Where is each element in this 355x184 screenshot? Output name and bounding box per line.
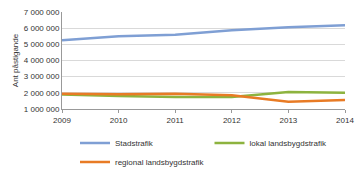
svg-text:regional landsbygdstrafik: regional landsbygdstrafik [115,158,204,167]
svg-text:4 000 000: 4 000 000 [24,56,60,65]
svg-text:2009: 2009 [53,116,71,125]
svg-text:3 000 000: 3 000 000 [24,72,60,81]
svg-text:2010: 2010 [110,116,128,125]
svg-text:7 000 000: 7 000 000 [24,8,60,17]
svg-text:2013: 2013 [280,116,298,125]
svg-text:1 000 000: 1 000 000 [24,105,60,114]
svg-text:2012: 2012 [223,116,241,125]
svg-text:Stadstrafik: Stadstrafik [115,139,154,148]
svg-text:lokal landsbygdstrafik: lokal landsbygdstrafik [249,139,326,148]
svg-text:2 000 000: 2 000 000 [24,89,60,98]
svg-text:6 000 000: 6 000 000 [24,24,60,33]
svg-text:2011: 2011 [167,116,185,125]
svg-text:Ant påstigande: Ant påstigande [11,33,20,87]
svg-text:2014: 2014 [336,116,354,125]
svg-text:5 000 000: 5 000 000 [24,40,60,49]
